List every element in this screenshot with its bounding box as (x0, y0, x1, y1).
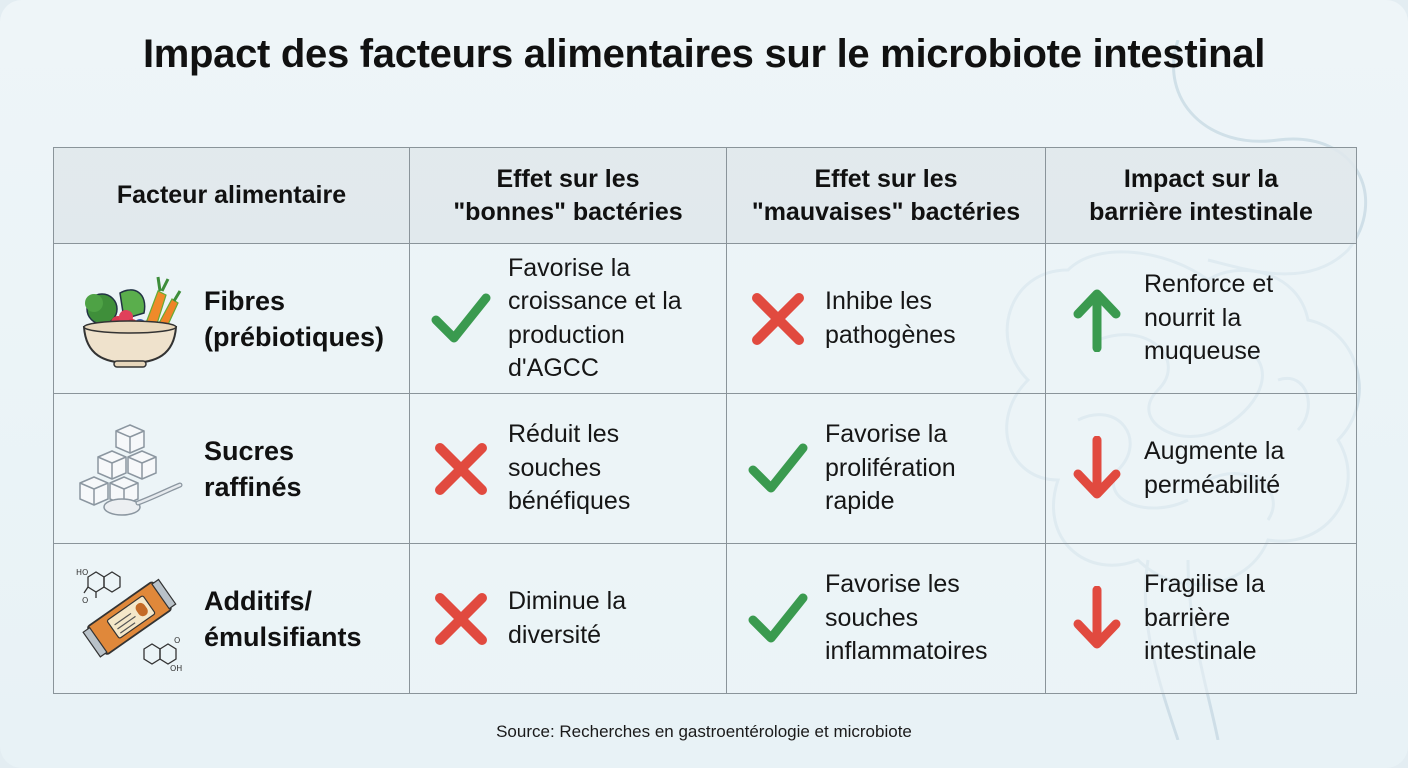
svg-text:O: O (82, 596, 88, 605)
table-row: Fibres (prébiotiques) Favorise la croiss… (53, 243, 1357, 394)
factor-label: Fibres (prébiotiques) (204, 285, 384, 352)
barrier-cell: Renforce et nourrit la muqueuse (1045, 243, 1357, 394)
snack-bar-molecules-illustration: HO O O OH (76, 568, 182, 673)
factor-label: Additifs/ émulsifiants (204, 585, 362, 652)
vegetable-bowl-illustration (82, 276, 182, 368)
table-row: HO O O OH (53, 543, 1357, 694)
header-bad-bacteria: Effet sur les "mauvaises" bactéries (726, 147, 1046, 244)
cross-icon (428, 436, 494, 502)
cross-icon (428, 586, 494, 652)
effect-text: Inhibe les pathogènes (825, 287, 956, 349)
bad-bacteria-cell: Favorise les souches inflammatoires (726, 543, 1046, 694)
svg-text:O: O (174, 636, 180, 645)
checkmark-icon (745, 436, 811, 502)
svg-text:HO: HO (76, 568, 88, 577)
effect-text: Diminue la diversité (508, 587, 627, 649)
page-title: Impact des facteurs alimentaires sur le … (142, 32, 1266, 76)
checkmark-icon (428, 286, 494, 352)
effect-text: Fragilise la barrière intestinale (1144, 570, 1265, 666)
header-barrier: Impact sur la barrière intestinale (1045, 147, 1357, 244)
effect-text: Augmente la perméabilité (1144, 437, 1285, 499)
arrow-down-icon (1064, 585, 1130, 652)
factor-cell: HO O O OH (53, 543, 410, 694)
header-good-bacteria: Effet sur les "bonnes" bactéries (409, 147, 727, 244)
effect-text: Réduit les souches bénéfiques (508, 420, 631, 516)
arrow-down-icon (1064, 435, 1130, 502)
checkmark-icon (745, 586, 811, 652)
svg-text:OH: OH (170, 664, 182, 673)
effect-text: Renforce et nourrit la muqueuse (1144, 270, 1274, 366)
source-caption: Source: Recherches en gastroentérologie … (496, 722, 912, 741)
barrier-cell: Augmente la perméabilité (1045, 393, 1357, 544)
bad-bacteria-cell: Inhibe les pathogènes (726, 243, 1046, 394)
arrow-up-icon (1064, 286, 1130, 352)
good-bacteria-cell: Réduit les souches bénéfiques (409, 393, 727, 544)
table-header-row: Facteur alimentaire Effet sur les "bonne… (53, 147, 1357, 244)
good-bacteria-cell: Favorise la croissance et la production … (409, 243, 727, 394)
header-factor: Facteur alimentaire (53, 147, 410, 244)
sugar-cubes-spoon-illustration (79, 423, 183, 516)
table-row: Sucres raffinés Réduit les souches bénéf… (53, 393, 1357, 544)
factor-cell: Sucres raffinés (53, 393, 410, 544)
effect-text: Favorise la prolifération rapide (825, 420, 956, 516)
good-bacteria-cell: Diminue la diversité (409, 543, 727, 694)
factor-cell: Fibres (prébiotiques) (53, 243, 410, 394)
comparison-table: Facteur alimentaire Effet sur les "bonne… (53, 147, 1357, 694)
bad-bacteria-cell: Favorise la prolifération rapide (726, 393, 1046, 544)
effect-text: Favorise la croissance et la production … (508, 253, 682, 383)
barrier-cell: Fragilise la barrière intestinale (1045, 543, 1357, 694)
factor-label: Sucres raffinés (204, 435, 302, 502)
effect-text: Favorise les souches inflammatoires (825, 570, 988, 666)
cross-icon (745, 286, 811, 352)
